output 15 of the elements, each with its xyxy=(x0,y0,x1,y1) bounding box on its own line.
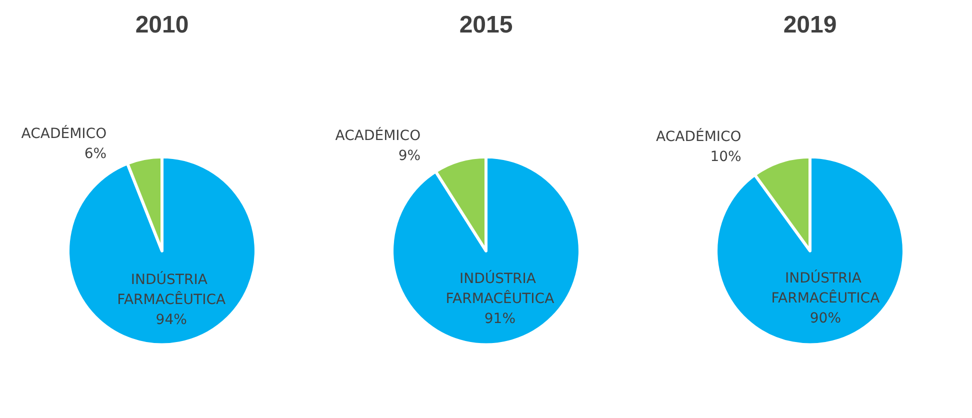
slice-label: ACADÉMICO xyxy=(335,127,421,144)
data-label: 94% xyxy=(156,312,187,328)
data-label: 90% xyxy=(810,310,842,326)
data-label: 10% xyxy=(710,149,742,166)
data-label: 91% xyxy=(484,310,516,327)
slice-label: ACADÉMICO xyxy=(656,128,742,146)
data-label: 9% xyxy=(398,148,421,164)
slice-label: INDÚSTRIA FARMACÊUTICA xyxy=(446,270,555,307)
chart-title: 2019 xyxy=(783,12,837,38)
chart-title: 2010 xyxy=(135,12,189,38)
slice-label: INDÚSTRIA FARMACÊUTICA xyxy=(117,270,226,308)
slice-label: INDÚSTRIA FARMACÊUTICA xyxy=(771,269,880,306)
data-label: 6% xyxy=(84,146,107,162)
chart-title: 2015 xyxy=(459,12,513,38)
slice-label: ACADÉMICO xyxy=(21,124,107,142)
